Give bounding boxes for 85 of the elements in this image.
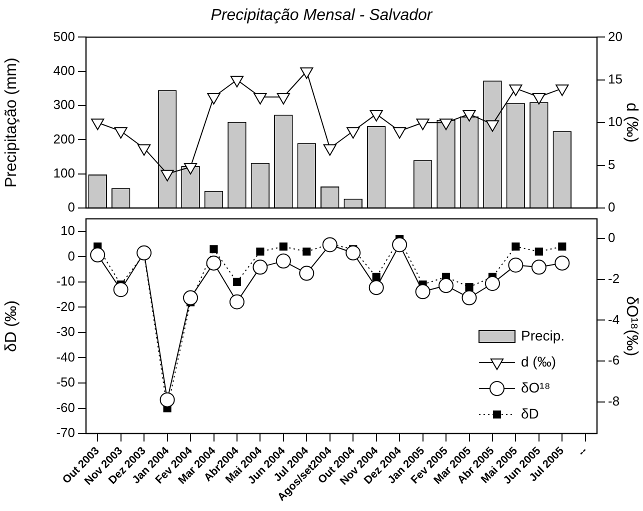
point (393, 127, 406, 139)
point (508, 258, 524, 273)
y-tick-label: -70 (56, 425, 75, 440)
point (279, 242, 288, 251)
point (512, 242, 520, 251)
point (90, 247, 106, 262)
y-tick-label: 300 (53, 97, 75, 112)
point (534, 248, 543, 256)
point (368, 280, 384, 296)
legend-label: δO¹⁸ (521, 379, 550, 396)
y-tick-label: -10 (56, 274, 75, 289)
point (256, 248, 264, 256)
point (322, 237, 338, 252)
point (372, 272, 380, 281)
legend-label: d (‰) (521, 353, 556, 370)
point (531, 260, 546, 275)
y2-tick-label: 15 (608, 71, 622, 86)
y-tick-label: 0 (68, 200, 75, 215)
y-tick-label: -40 (56, 349, 75, 364)
point (556, 84, 569, 96)
point (346, 127, 360, 139)
point (323, 144, 336, 156)
point (302, 248, 311, 256)
legend-label: δD (521, 405, 539, 422)
point (113, 282, 128, 298)
point (114, 127, 128, 139)
point (415, 284, 430, 300)
point (232, 278, 242, 286)
y-tick-label: -20 (56, 298, 75, 314)
point (558, 242, 566, 251)
point (160, 392, 175, 408)
point (254, 92, 267, 104)
point (439, 118, 453, 130)
point (486, 120, 500, 132)
y-axis-title: Precipitação (mm) (3, 58, 20, 188)
point (276, 254, 291, 269)
y2-tick-label: 0 (608, 200, 616, 215)
y2-tick-label: -4 (608, 312, 620, 327)
y-tick-label: -60 (56, 400, 75, 415)
legend-label: Precip. (521, 327, 565, 344)
y2-tick-label: 0 (608, 230, 616, 246)
y2-tick-label: 5 (608, 156, 616, 172)
point (252, 260, 268, 275)
point (206, 256, 222, 271)
point (438, 278, 454, 294)
y2-axis-title: δO¹⁸(‰) (622, 296, 640, 356)
point (229, 294, 244, 310)
y-axis-title: δD (‰) (3, 300, 20, 352)
point (91, 118, 104, 130)
point (509, 84, 522, 96)
point (136, 245, 152, 260)
point (416, 118, 430, 130)
y2-axis-title: d (‰) (622, 102, 640, 143)
y2-tick-label: 20 (608, 28, 622, 44)
y-tick-label: 0 (68, 248, 75, 264)
point (300, 67, 314, 79)
point (370, 110, 383, 122)
y-tick-label: 100 (53, 165, 75, 180)
y-tick-label: 500 (53, 28, 75, 44)
point (299, 266, 314, 281)
y-tick-label: 400 (53, 62, 75, 78)
point (207, 92, 220, 104)
y-tick-label: 10 (60, 223, 75, 238)
point (138, 144, 151, 156)
point (346, 245, 361, 260)
y2-tick-label: -8 (608, 393, 620, 408)
point (462, 110, 476, 122)
y-tick-label: -50 (56, 374, 75, 390)
point (484, 276, 500, 291)
point (392, 237, 408, 252)
y2-tick-label: -2 (608, 270, 620, 286)
x-tick-label: -- (576, 444, 590, 459)
y2-tick-label: 10 (608, 114, 622, 130)
point (210, 245, 218, 254)
point (465, 282, 474, 292)
point (230, 76, 244, 88)
point (276, 92, 290, 104)
chart-title: Precipitação Mensal - Salvador (210, 7, 433, 24)
point (184, 163, 198, 175)
point (160, 170, 174, 182)
point (532, 92, 546, 104)
y2-tick-label: -6 (608, 352, 620, 368)
y-tick-label: -30 (56, 324, 75, 340)
point (183, 290, 198, 306)
y-tick-label: 200 (53, 131, 75, 146)
